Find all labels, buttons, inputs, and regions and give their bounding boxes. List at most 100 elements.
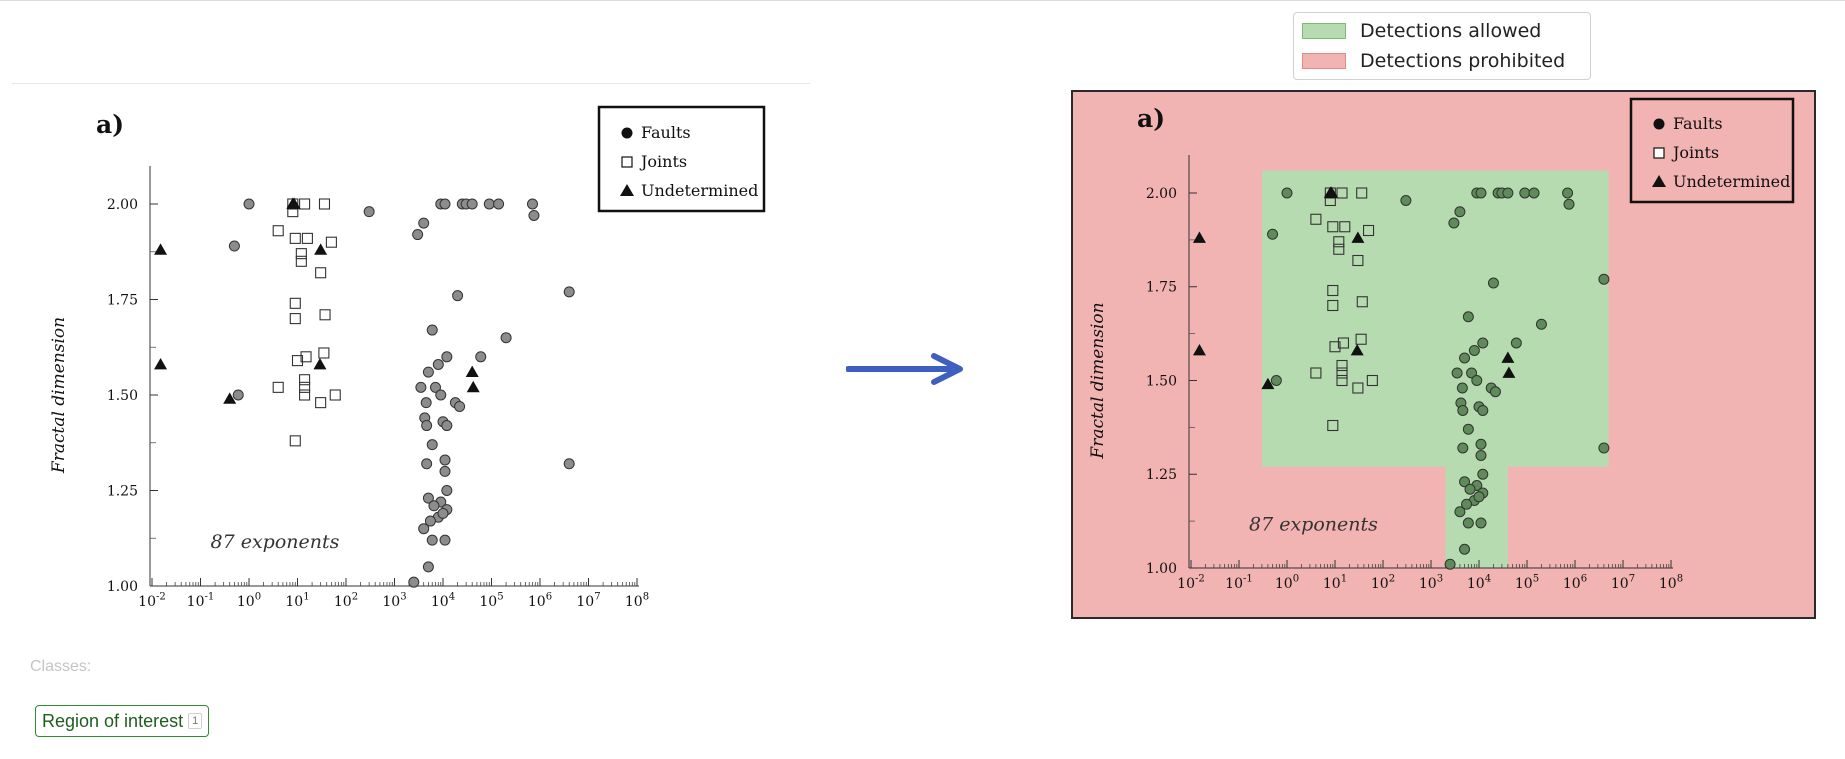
fault-point — [421, 458, 433, 470]
x-tick-label: 10-2 — [1177, 574, 1205, 592]
legend-marker-joints — [1653, 147, 1665, 159]
fault-point — [1466, 367, 1478, 379]
fault-point — [439, 465, 451, 477]
joint-point — [1310, 213, 1322, 225]
fault-point — [1598, 442, 1610, 454]
fault-point — [1456, 382, 1468, 394]
fault-point — [1475, 450, 1487, 461]
fault-point — [1451, 367, 1463, 379]
undetermined-point — [1351, 231, 1365, 243]
joint-point — [1356, 296, 1368, 308]
x-tick-label: 100 — [1275, 574, 1299, 592]
y-tick-label: 1.75 — [1146, 280, 1177, 296]
class-chip-region-of-interest[interactable]: Region of interest 1 — [35, 705, 210, 737]
joint-point — [289, 435, 301, 447]
y-tick-label: 1.00 — [107, 579, 138, 595]
y-tick-label: 2.00 — [107, 197, 138, 213]
fault-point — [1475, 517, 1487, 529]
undetermined-point — [313, 357, 327, 370]
legend-entry-label: Undetermined — [641, 181, 758, 200]
joint-point — [291, 355, 304, 367]
undetermined-point — [1192, 344, 1206, 356]
undetermined-point — [314, 243, 328, 255]
fault-point — [412, 229, 424, 241]
joint-point — [1336, 367, 1348, 379]
joint-point — [318, 198, 331, 210]
fault-point — [421, 420, 433, 432]
joint-point — [1352, 254, 1364, 267]
x-tick-label: 104 — [1467, 574, 1491, 592]
fault-point — [441, 485, 453, 496]
undetermined-point — [154, 357, 168, 370]
classes-label: Classes: — [30, 658, 92, 675]
x-tick-label: 108 — [625, 592, 649, 610]
undetermined-point — [1502, 366, 1516, 378]
joint-point — [329, 389, 341, 401]
joint-point — [301, 232, 313, 244]
joint-point — [1355, 333, 1367, 345]
fault-point — [441, 420, 453, 432]
y-axis-label: Fractal dimension — [49, 317, 69, 474]
y-tick-label: 1.25 — [107, 483, 138, 499]
undetermined-point — [154, 243, 168, 255]
y-tick-label: 1.25 — [1146, 467, 1177, 483]
joint-point — [299, 389, 311, 401]
undetermined-point — [1325, 186, 1339, 198]
joint-point — [1336, 187, 1348, 199]
fault-point — [1510, 337, 1522, 349]
joint-point — [1339, 221, 1351, 233]
joint-point — [1366, 374, 1378, 387]
joint-point — [295, 255, 307, 267]
fault-point — [500, 332, 512, 344]
fault-point — [441, 351, 453, 363]
prohibited-swatch — [1302, 53, 1346, 69]
x-tick-label: 10-2 — [138, 592, 166, 610]
fault-point — [1475, 438, 1487, 450]
fault-point — [429, 381, 441, 393]
fault-point — [1535, 318, 1547, 330]
fault-point — [1270, 375, 1282, 386]
joint-point — [289, 313, 301, 325]
fault-point — [422, 561, 434, 573]
joint-point — [1336, 359, 1348, 372]
joint-point — [1336, 374, 1348, 387]
fault-point — [424, 515, 436, 527]
legend-allowed-label: Detections allowed — [1360, 20, 1542, 42]
joint-point — [1363, 224, 1375, 237]
fault-point — [243, 198, 255, 210]
joint-point — [299, 381, 311, 393]
undetermined-point — [223, 392, 237, 404]
fault-point — [1281, 187, 1293, 199]
x-tick-label: 102 — [1371, 574, 1395, 592]
undetermined-point — [1350, 344, 1364, 356]
zones-legend: Detections allowed Detections prohibited — [1293, 12, 1591, 80]
fault-point — [1462, 517, 1474, 529]
joint-point — [1356, 187, 1368, 199]
x-tick-label: 106 — [1563, 574, 1587, 592]
x-tick-label: 104 — [431, 592, 455, 610]
fault-point — [439, 534, 451, 546]
y-tick-label: 2.00 — [1146, 186, 1177, 202]
x-tick-label: 105 — [479, 592, 503, 610]
fault-point — [1477, 337, 1489, 349]
fault-point — [1464, 483, 1476, 495]
fault-point — [1400, 195, 1412, 206]
joint-point — [1327, 419, 1339, 432]
fault-point — [1477, 405, 1489, 416]
fault-point — [437, 507, 449, 519]
legend-entry-label: Joints — [1671, 143, 1719, 162]
panel-label: a) — [1137, 104, 1165, 133]
legend-marker-undetermined — [1652, 175, 1666, 187]
x-tick-label: 105 — [1515, 574, 1539, 592]
fault-point — [1461, 498, 1473, 510]
fault-point — [1444, 558, 1456, 570]
joint-point — [1329, 341, 1341, 353]
y-tick-label: 1.75 — [107, 292, 138, 308]
legend-marker-faults — [1653, 118, 1665, 130]
joint-point — [315, 267, 327, 279]
x-tick-label: 102 — [334, 592, 358, 610]
chart-legend-box — [597, 105, 766, 213]
y-tick-label: 1.50 — [107, 388, 138, 404]
fault-point — [1502, 187, 1514, 199]
fault-point — [1477, 468, 1489, 480]
